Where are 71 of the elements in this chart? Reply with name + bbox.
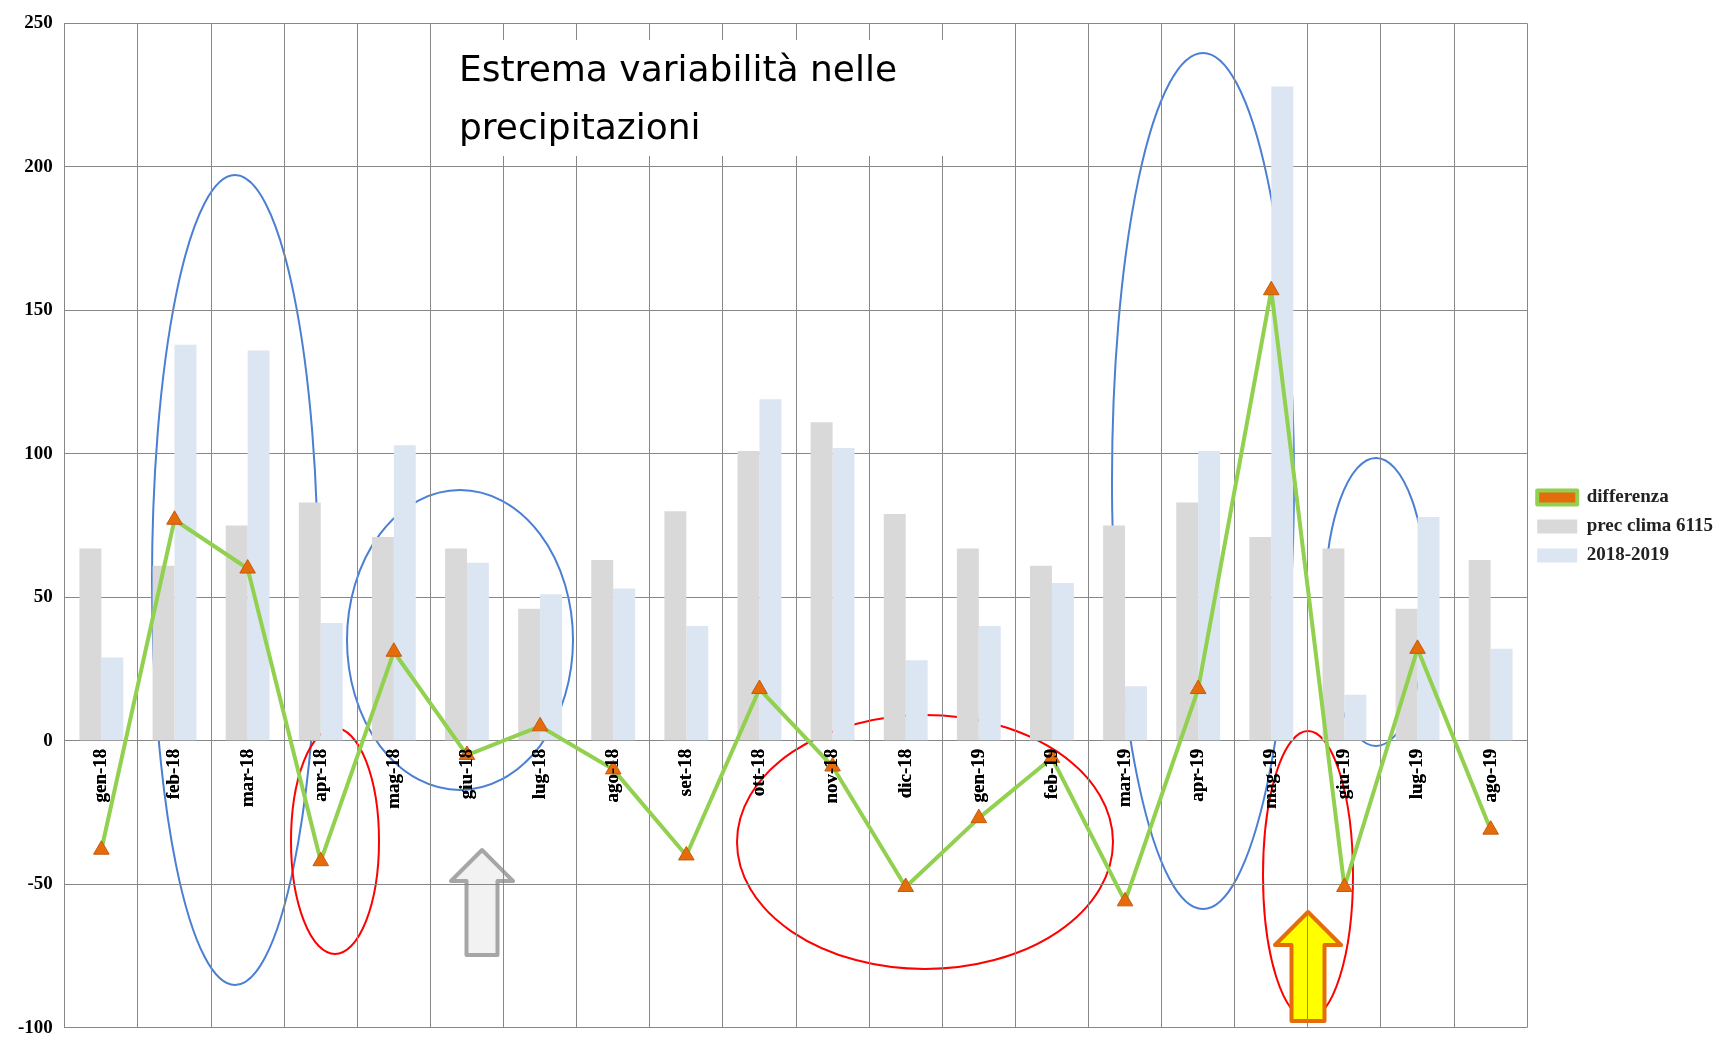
x-tick-label: ago-18 <box>601 748 623 803</box>
bar <box>664 511 687 741</box>
x-tick-label: mar-18 <box>235 748 257 808</box>
x-tick-label: mag-19 <box>1259 748 1281 809</box>
bar <box>247 350 270 741</box>
x-tick-label: lug-19 <box>1405 748 1427 800</box>
y-tick-label: 200 <box>24 154 53 176</box>
bar <box>1051 582 1074 741</box>
bar <box>445 548 467 741</box>
bar <box>518 608 541 741</box>
y-tick-label: 0 <box>43 728 53 750</box>
bar <box>1490 648 1513 741</box>
x-tick-label: giu-19 <box>1332 748 1354 800</box>
bar <box>832 448 855 741</box>
bar <box>1344 694 1367 741</box>
bar <box>686 625 709 741</box>
bar <box>298 502 321 741</box>
bar <box>1468 559 1491 741</box>
y-tick-label: 50 <box>33 585 53 607</box>
bar <box>1198 450 1221 741</box>
x-tick-label: gen-18 <box>89 748 111 803</box>
bar <box>1249 536 1272 741</box>
bar <box>978 625 1001 741</box>
bar <box>1030 565 1052 741</box>
y-tick-label: 100 <box>24 441 53 463</box>
bar <box>613 588 636 741</box>
x-tick-label: feb-18 <box>162 748 184 800</box>
y-tick-label: -50 <box>27 872 53 894</box>
bar <box>174 344 197 741</box>
bar <box>101 657 124 741</box>
bar <box>905 660 928 741</box>
legend-label: differenza <box>1586 485 1670 507</box>
x-tick-label: ott-18 <box>747 748 769 797</box>
bar <box>1271 86 1294 741</box>
bar <box>810 422 833 741</box>
x-tick-label: giu-18 <box>454 748 476 800</box>
x-tick-label: mar-19 <box>1112 748 1134 808</box>
bar <box>956 548 979 741</box>
x-tick-label: mag-18 <box>381 748 403 809</box>
y-tick-label: 150 <box>24 298 53 320</box>
bar <box>320 623 343 741</box>
x-tick-label: nov-18 <box>820 748 842 804</box>
legend-label: 2018-2019 <box>1586 543 1670 565</box>
bar <box>1125 686 1147 741</box>
bar <box>225 525 248 741</box>
bar <box>1176 502 1199 741</box>
x-tick-label: gen-19 <box>966 748 988 803</box>
legend-label: prec clima 6115 <box>1586 514 1713 536</box>
x-tick-label: set-18 <box>674 748 696 797</box>
x-tick-label: lug-18 <box>528 748 550 800</box>
x-tick-label: feb-19 <box>1039 748 1061 800</box>
bar <box>540 594 563 741</box>
x-tick-label: ago-19 <box>1478 748 1500 803</box>
bar <box>737 450 760 741</box>
bar <box>591 559 614 741</box>
bar <box>1417 516 1440 741</box>
x-tick-label: apr-18 <box>308 748 330 802</box>
y-tick-label: -100 <box>18 1015 53 1037</box>
x-tick-label: apr-19 <box>1186 748 1208 802</box>
bar <box>466 562 489 741</box>
y-tick-label: 250 <box>24 11 53 33</box>
bar <box>1103 525 1126 741</box>
bar <box>883 514 906 741</box>
bar <box>152 565 175 741</box>
text: Estrema variabilità nelle precipitazioni <box>447 40 971 156</box>
bar <box>393 445 416 741</box>
x-tick-label: dic-18 <box>893 748 915 799</box>
bar <box>1322 548 1345 741</box>
bar <box>371 536 394 741</box>
bar <box>759 399 782 741</box>
bar <box>79 548 102 741</box>
